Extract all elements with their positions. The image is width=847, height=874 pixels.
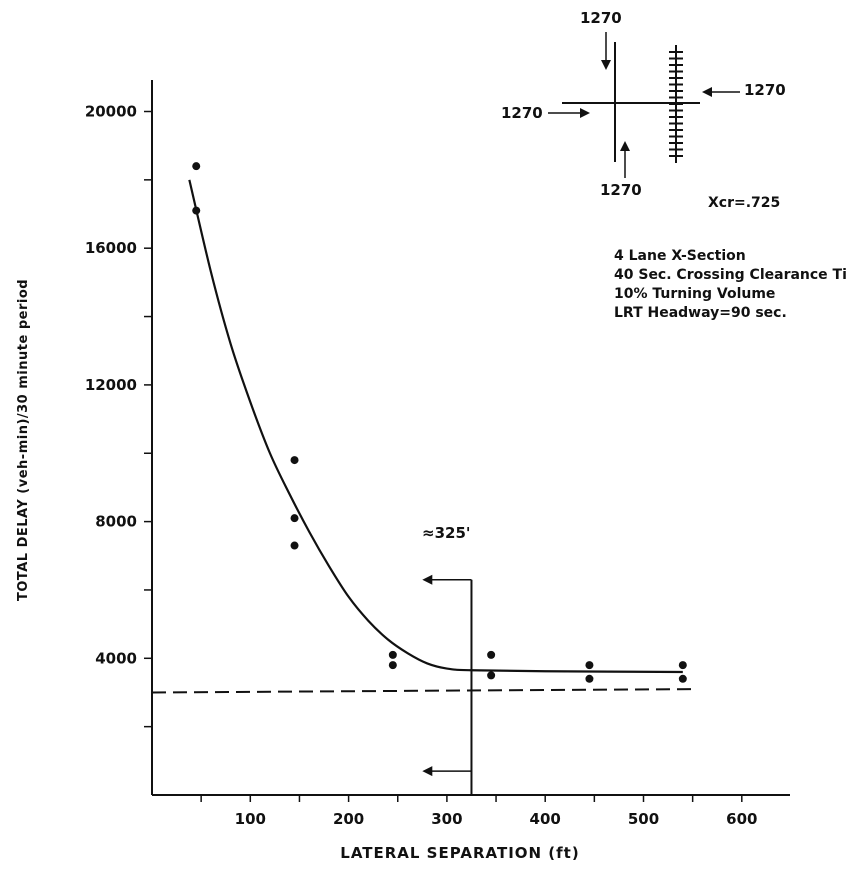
- data-point: [290, 514, 299, 523]
- data-point: [585, 674, 594, 683]
- arrow-icon: [601, 32, 611, 70]
- intersection-diagram: 1270 1270 1270 1270: [501, 9, 786, 199]
- x-tick-label: 300: [431, 810, 462, 828]
- arrow-icon: [422, 574, 433, 585]
- arrow-icon: [702, 87, 740, 97]
- data-point: [487, 671, 496, 680]
- arrow-icon: [422, 766, 433, 777]
- rail-ties: [669, 51, 683, 157]
- data-point: [192, 206, 201, 215]
- y-tick-label: 16000: [85, 239, 137, 257]
- note-line: 40 Sec. Crossing Clearance Time: [614, 267, 847, 283]
- notes-block: Xcr=.725 4 Lane X-Section 40 Sec. Crossi…: [614, 195, 847, 321]
- arrow-icon: [620, 141, 630, 178]
- data-point: [192, 162, 201, 171]
- plot-area: [151, 162, 698, 795]
- y-tick-label: 8000: [95, 513, 137, 531]
- y-axis-title: TOTAL DELAY (veh-min)/30 minute period: [16, 279, 31, 601]
- note-line: 4 Lane X-Section: [614, 248, 746, 264]
- y-ticks: 4000 8000 12000 16000 20000: [85, 103, 152, 728]
- x-tick-label: 500: [628, 810, 659, 828]
- xcr-label: Xcr=.725: [708, 195, 780, 211]
- data-point: [585, 661, 594, 670]
- volume-label-north: 1270: [580, 9, 622, 27]
- x-tick-label: 600: [726, 810, 757, 828]
- volume-label-west: 1270: [501, 104, 543, 122]
- data-point: [388, 661, 397, 670]
- dashed-reference-line: [151, 688, 698, 694]
- arrow-icon: [548, 108, 590, 118]
- data-point: [290, 541, 299, 550]
- data-point: [678, 661, 687, 670]
- x-tick-label: 400: [530, 810, 561, 828]
- note-line: 10% Turning Volume: [614, 286, 775, 302]
- y-tick-label: 20000: [85, 103, 137, 121]
- x-tick-label: 200: [333, 810, 364, 828]
- data-point: [678, 674, 687, 683]
- y-tick-label: 12000: [85, 376, 137, 394]
- axes: 4000 8000 12000 16000 20000 100 200 300 400 500 6…: [85, 80, 790, 828]
- data-point: [487, 650, 496, 659]
- data-point: [388, 650, 397, 659]
- y-tick-label: 4000: [95, 649, 137, 667]
- note-line: LRT Headway=90 sec.: [614, 305, 787, 321]
- x-ticks: 100 200 300 400 500 600: [200, 795, 757, 828]
- volume-label-east: 1270: [744, 81, 786, 99]
- fitted-curve: [188, 179, 683, 674]
- x-tick-label: 100: [235, 810, 266, 828]
- x-axis-title: LATERAL SEPARATION (ft): [340, 844, 579, 862]
- data-point: [290, 456, 299, 465]
- threshold-label: ≈325': [422, 524, 470, 542]
- volume-label-south: 1270: [600, 181, 642, 199]
